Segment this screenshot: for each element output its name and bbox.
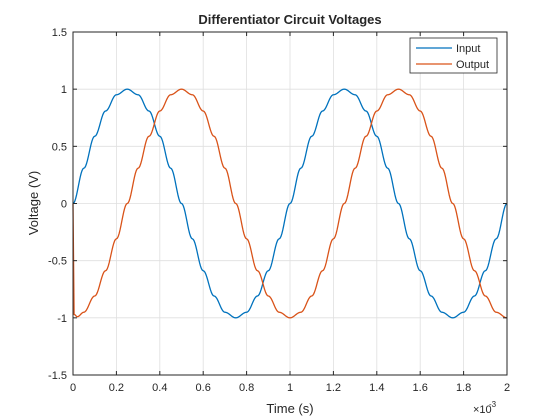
y-tick-label: -1.5 xyxy=(48,370,67,382)
x-tick-label: 0.8 xyxy=(239,382,254,394)
y-tick-label: 1 xyxy=(61,84,67,96)
legend: Input Output xyxy=(409,37,498,74)
x-tick-label: 1.8 xyxy=(456,382,471,394)
x-tick-label: 2 xyxy=(504,382,510,394)
series-line-input xyxy=(72,88,508,319)
series-line-output xyxy=(72,88,508,319)
x-tick-label: 0.2 xyxy=(109,382,124,394)
legend-label-output: Output xyxy=(456,59,489,71)
legend-label-input: Input xyxy=(456,43,480,55)
y-axis-label: Voltage (V) xyxy=(26,171,41,235)
x-exponent-base: ×10 xyxy=(473,404,492,416)
x-tick-label: 1 xyxy=(287,382,293,394)
x-tick-label: 1.6 xyxy=(413,382,428,394)
y-tick-label: -1 xyxy=(57,313,67,325)
x-tick-label: 1.2 xyxy=(326,382,341,394)
series-lines xyxy=(72,88,508,319)
axis-ticks: 0 0.2 0.4 0.6 0.8 1 1.2 1.4 1.6 1.8 2 -1.5 -1 -0.5 0 0.… xyxy=(48,27,510,394)
x-tick-label: 1.4 xyxy=(369,382,384,394)
x-tick-label: 0.4 xyxy=(152,382,167,394)
x-exponent-power: -3 xyxy=(489,400,497,409)
y-tick-label: 0 xyxy=(61,199,67,211)
x-tick-label: 0.6 xyxy=(196,382,211,394)
y-tick-label: 1.5 xyxy=(52,27,67,39)
legend-box xyxy=(409,37,498,74)
x-tick-label: 0 xyxy=(70,382,76,394)
chart-title: Differentiator Circuit Voltages xyxy=(198,12,381,27)
x-axis-exponent: ×10 -3 xyxy=(473,400,497,416)
y-tick-label: -0.5 xyxy=(48,256,67,268)
y-tick-label: 0.5 xyxy=(52,141,67,153)
x-axis-label: Time (s) xyxy=(266,401,313,416)
